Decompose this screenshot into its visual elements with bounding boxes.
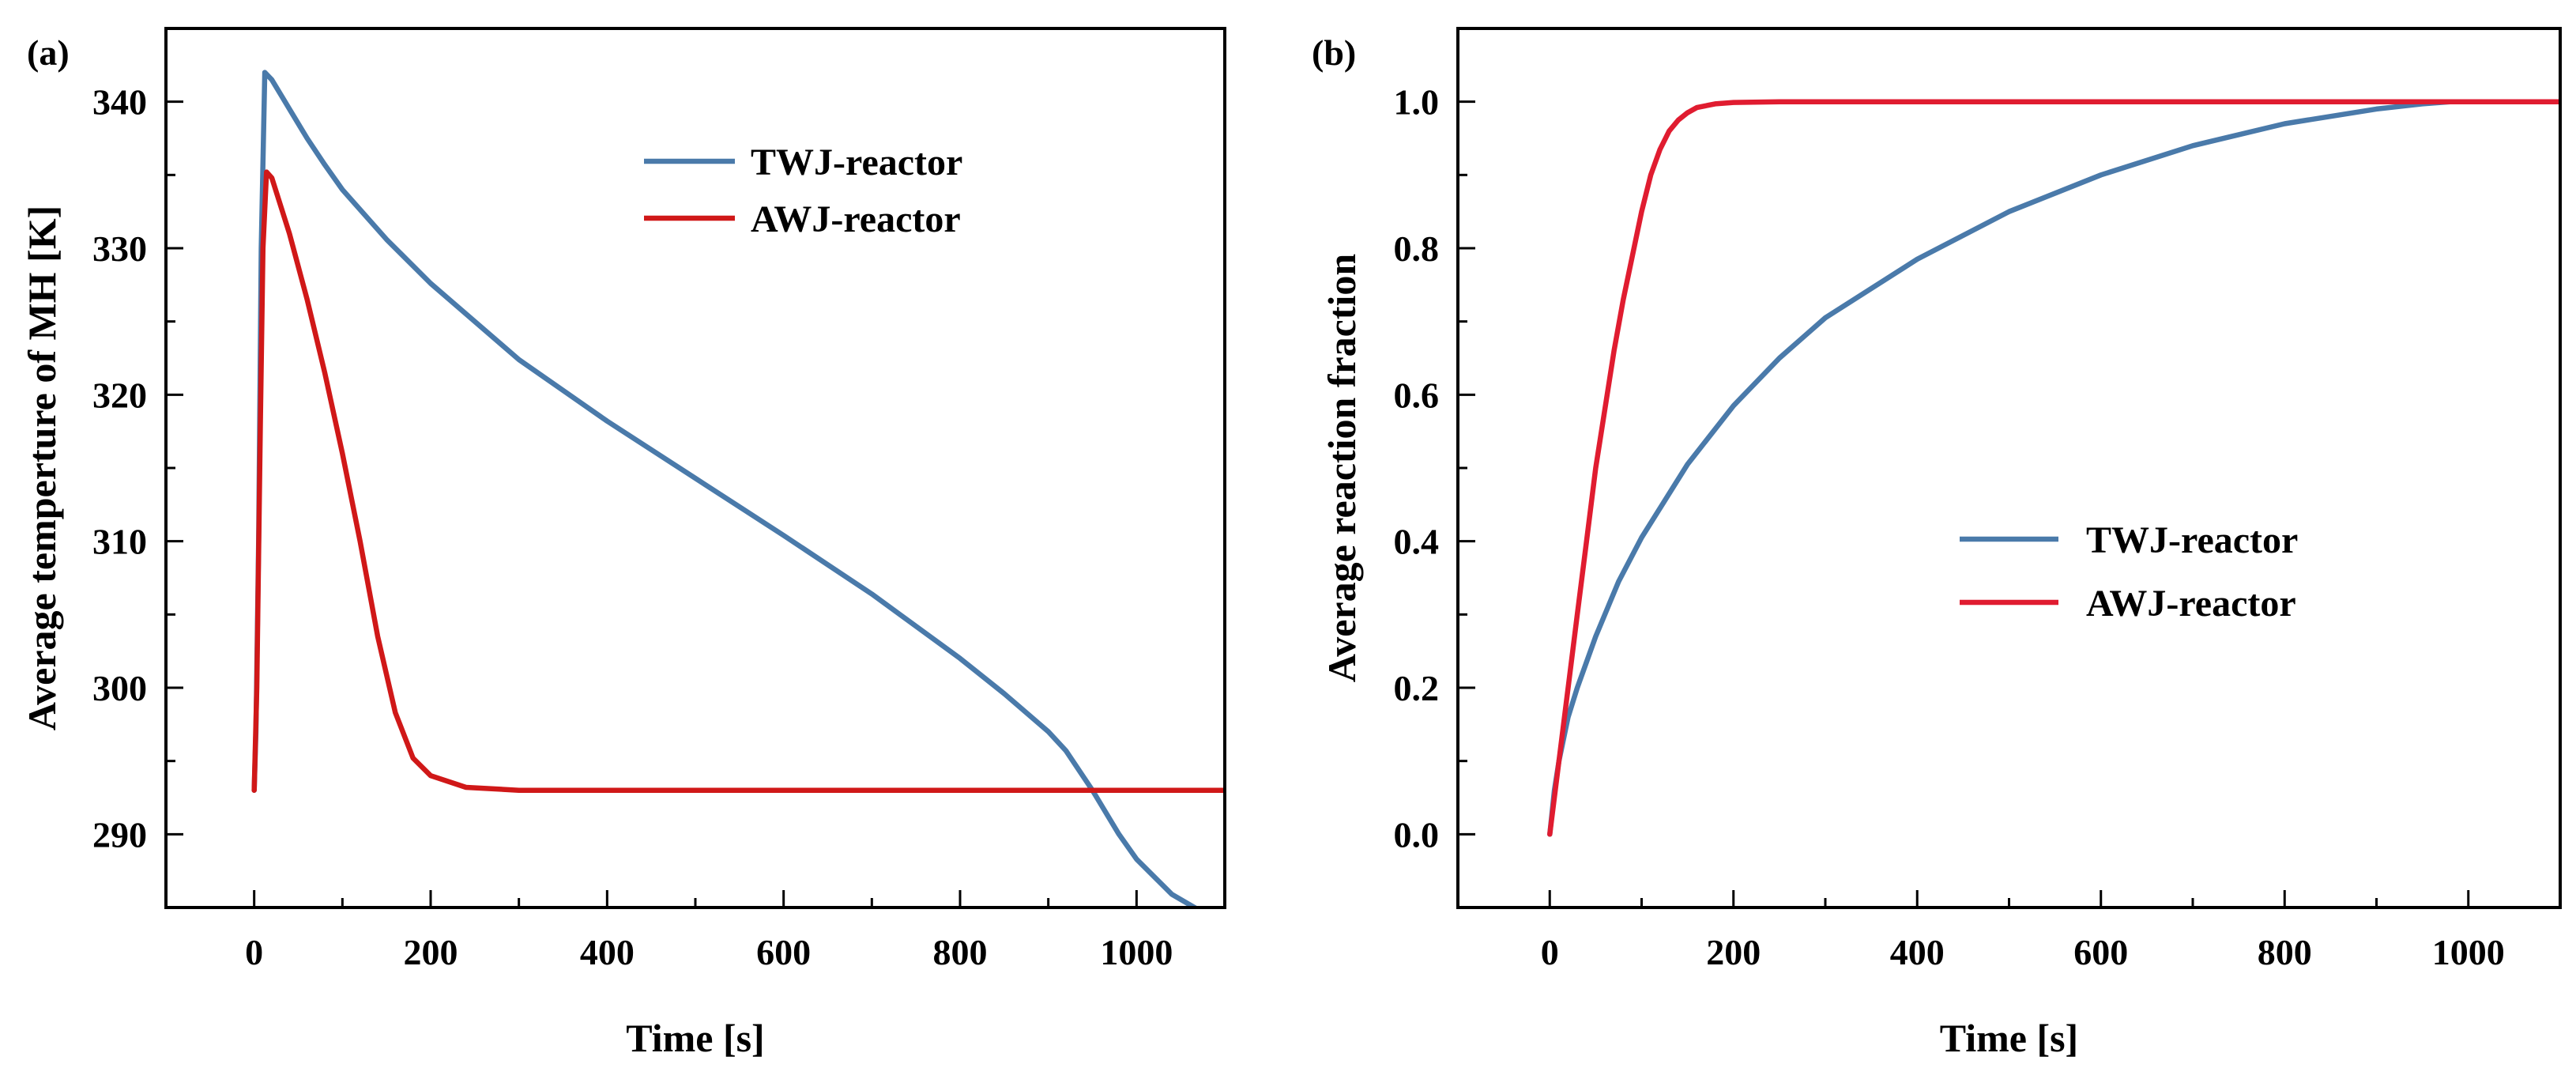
y-axis-title: Average temperture of MH [K] — [20, 206, 64, 731]
x-axis-title: Time [s] — [626, 1016, 764, 1060]
y-tick-label: 0.8 — [1394, 228, 1440, 269]
series-line-twj-reactor — [1547, 99, 2560, 837]
panel-a: 0 200 400 600 800 1000 290 300 310 320 330 340 TWJ-r… — [20, 27, 1226, 1060]
panel-label: (a) — [27, 32, 70, 73]
y-tick-label: 320 — [92, 375, 147, 415]
y-tick-label: 340 — [92, 82, 147, 123]
x-tick-label: 1000 — [2432, 932, 2505, 972]
panel-label: (b) — [1312, 32, 1356, 73]
legend-label: TWJ-reactor — [2086, 519, 2298, 561]
y-tick-label: 310 — [92, 522, 147, 562]
x-tick-label: 600 — [2073, 932, 2128, 972]
legend-label: AWJ-reactor — [2086, 583, 2296, 625]
x-tick-label: 600 — [756, 932, 811, 972]
plot-frame — [164, 27, 1226, 909]
y-tick-label: 1.0 — [1394, 82, 1440, 123]
y-tick-label: 290 — [92, 814, 147, 855]
x-tick-label: 200 — [404, 932, 458, 972]
x-tick-label: 400 — [1890, 932, 1945, 972]
x-tick-label: 800 — [2258, 932, 2312, 972]
x-tick-label: 200 — [1706, 932, 1761, 972]
legend-label: TWJ-reactor — [751, 142, 962, 183]
legend: TWJ-reactor AWJ-reactor — [1960, 519, 2298, 625]
legend-label: AWJ-reactor — [751, 198, 961, 240]
y-axis-title: Average reaction fraction — [1320, 254, 1364, 683]
series-line-awj-reactor — [251, 169, 1225, 793]
series-line-awj-reactor — [1547, 99, 2560, 837]
x-axis-title: Time [s] — [1940, 1016, 2078, 1060]
y-tick-label: 330 — [92, 228, 147, 269]
x-tick-label: 0 — [1541, 932, 1559, 972]
plot-frame — [1456, 27, 2562, 909]
y-tick-label: 0.2 — [1394, 668, 1440, 708]
y-tick-label: 0.6 — [1394, 375, 1440, 415]
x-tick-label: 1000 — [1100, 932, 1173, 972]
series-line-twj-reactor — [251, 70, 1200, 908]
x-tick-label: 400 — [580, 932, 635, 972]
panel-b: 0 200 400 600 800 1000 0.0 0.2 0.4 0.6 0.8 1.0 TWJ-r… — [1312, 27, 2562, 1060]
legend: TWJ-reactor AWJ-reactor — [644, 142, 962, 240]
x-tick-label: 0 — [245, 932, 263, 972]
y-tick-label: 0.0 — [1394, 814, 1440, 855]
y-tick-label: 300 — [92, 668, 147, 708]
y-tick-label: 0.4 — [1394, 522, 1440, 562]
x-tick-label: 800 — [933, 932, 988, 972]
